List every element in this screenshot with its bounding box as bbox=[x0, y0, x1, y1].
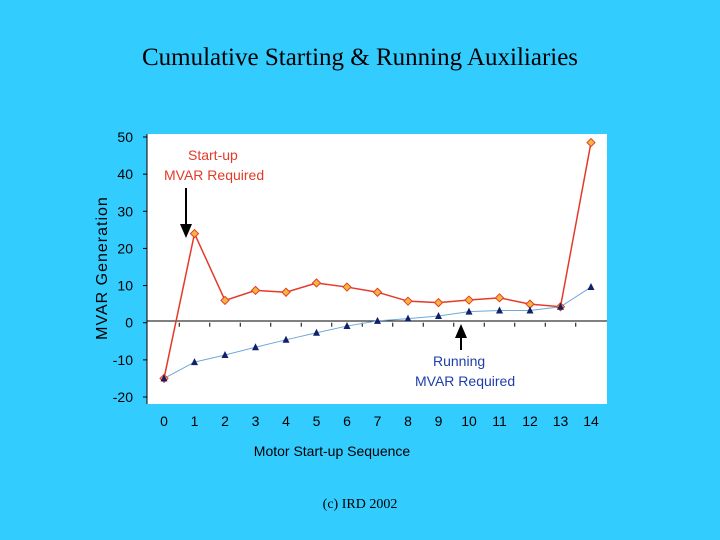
x-tick-label: 9 bbox=[435, 413, 443, 429]
x-tick-label: 13 bbox=[553, 413, 569, 429]
startup-data-point bbox=[342, 282, 352, 292]
x-tick-label: 8 bbox=[404, 413, 412, 429]
running-data-point bbox=[587, 283, 595, 291]
annotation-startup-line1: Start-up bbox=[188, 147, 238, 163]
x-tick-label: 11 bbox=[492, 413, 507, 429]
y-tick-label: 10 bbox=[117, 278, 133, 294]
y-tick-label: 30 bbox=[117, 203, 133, 219]
x-tick-label: 10 bbox=[461, 413, 477, 429]
startup-data-point bbox=[372, 287, 383, 297]
annotation-running-line1: Running bbox=[433, 353, 485, 369]
running-data-point bbox=[221, 351, 229, 359]
x-tick-label: 7 bbox=[374, 413, 382, 429]
running-data-point bbox=[496, 306, 503, 314]
x-tick-label: 6 bbox=[343, 413, 351, 429]
y-tick-label: -20 bbox=[113, 389, 133, 405]
x-tick-label: 14 bbox=[583, 413, 599, 429]
annotation-startup-line2: MVAR Required bbox=[164, 167, 264, 183]
running-data-point bbox=[465, 307, 473, 315]
running-data-point bbox=[435, 312, 442, 320]
running-data-point bbox=[404, 314, 412, 322]
running-data-point bbox=[526, 306, 534, 314]
x-tick-label: 4 bbox=[282, 413, 290, 429]
startup-data-point bbox=[281, 287, 291, 297]
running-data-point bbox=[160, 374, 168, 382]
running-data-point bbox=[191, 358, 198, 366]
x-tick-label: 5 bbox=[313, 413, 321, 429]
startup-data-point bbox=[250, 285, 261, 296]
y-tick-label: 0 bbox=[125, 315, 133, 331]
running-data-point bbox=[313, 328, 320, 336]
annotation-startup-arrowhead bbox=[180, 224, 192, 238]
footer-copyright: (c) IRD 2002 bbox=[322, 497, 398, 512]
slide-title: Cumulative Starting & Running Auxiliarie… bbox=[141, 44, 579, 71]
startup-data-point bbox=[586, 137, 596, 148]
plot-area bbox=[147, 134, 607, 404]
annotation-running-arrowhead bbox=[455, 324, 467, 338]
startup-data-point bbox=[464, 295, 474, 305]
annotation-running-line2: MVAR Required bbox=[415, 373, 515, 389]
startup-data-point bbox=[189, 228, 200, 239]
y-tick-label: -10 bbox=[113, 352, 133, 368]
startup-data-point bbox=[494, 293, 505, 303]
running-data-point bbox=[343, 322, 351, 330]
x-tick-label: 3 bbox=[252, 413, 260, 429]
startup-data-point bbox=[403, 296, 413, 306]
x-tick-label: 2 bbox=[221, 413, 229, 429]
y-tick-label: 40 bbox=[117, 166, 133, 182]
x-tick-label: 1 bbox=[191, 413, 199, 429]
startup-data-point bbox=[220, 295, 230, 306]
y-tick-label: 50 bbox=[117, 129, 133, 145]
startup-data-point bbox=[311, 278, 322, 288]
x-axis-label: Motor Start-up Sequence bbox=[254, 443, 411, 459]
x-tick-label: 0 bbox=[160, 413, 168, 429]
startup-data-point bbox=[433, 297, 444, 308]
running-data-point bbox=[252, 343, 259, 351]
running-data-point bbox=[282, 335, 290, 343]
running-data-point bbox=[374, 316, 381, 324]
running-data-point bbox=[557, 302, 564, 310]
y-axis-label: MVAR Generation bbox=[94, 196, 111, 340]
x-tick-label: 12 bbox=[522, 413, 538, 429]
y-tick-label: 20 bbox=[117, 240, 133, 256]
